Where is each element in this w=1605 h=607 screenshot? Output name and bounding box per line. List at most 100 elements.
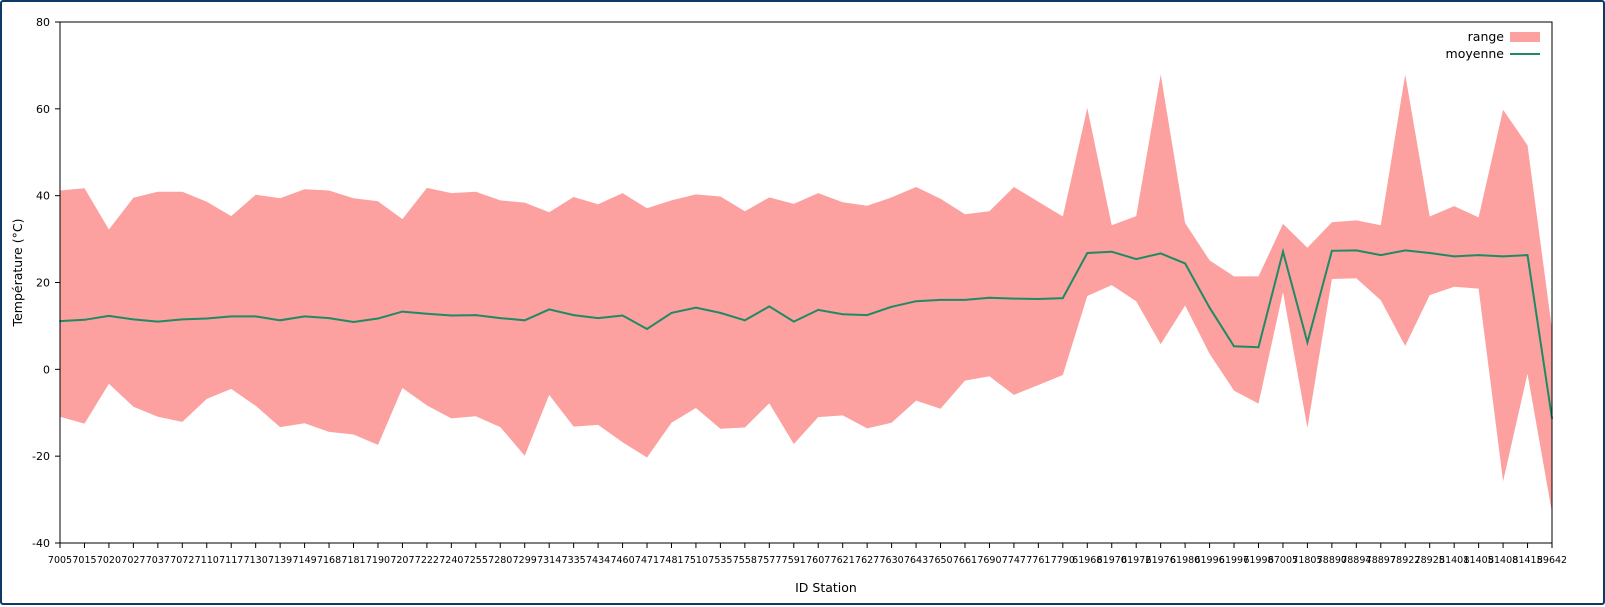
moyenne-point — [1061, 297, 1064, 300]
moyenne-point — [1453, 255, 1456, 258]
x-tick-label: 7037 — [146, 555, 170, 566]
legend-label-moyenne: moyenne — [1446, 46, 1505, 61]
x-tick-label: 78922 — [1390, 555, 1420, 566]
x-tick-label: 61968 — [1072, 555, 1102, 566]
moyenne-point — [1159, 252, 1162, 255]
x-tick-label: 7027 — [121, 555, 145, 566]
x-tick-label: 61997 — [1219, 555, 1249, 566]
y-tick-label: 0 — [43, 363, 50, 376]
x-tick-label: 7222 — [415, 555, 439, 566]
x-tick-label: 7481 — [659, 555, 683, 566]
moyenne-point — [743, 319, 746, 322]
moyenne-point — [1428, 252, 1431, 254]
x-tick-label: 7690 — [977, 555, 1001, 566]
x-tick-label: 7643 — [904, 555, 928, 566]
moyenne-point — [1502, 255, 1504, 258]
x-tick-label: 7535 — [708, 555, 732, 566]
x-axis-title: ID Station — [795, 580, 857, 595]
moyenne-point — [1013, 297, 1015, 300]
moyenne-point — [768, 305, 771, 308]
x-tick-label: 78894 — [1341, 555, 1371, 566]
moyenne-point — [1404, 249, 1407, 252]
x-tick-label: 61972 — [1121, 555, 1151, 566]
x-tick-label: 7190 — [366, 555, 390, 566]
x-tick-label: 7240 — [439, 555, 463, 566]
moyenne-point — [279, 319, 282, 322]
moyenne-point — [328, 317, 330, 320]
moyenne-point — [597, 317, 599, 320]
moyenne-point — [303, 315, 306, 318]
moyenne-point — [792, 320, 795, 323]
x-tick-label: 7661 — [953, 555, 977, 566]
moyenne-point — [964, 298, 966, 301]
x-tick-label: 7627 — [855, 555, 879, 566]
x-tick-label: 7020 — [97, 555, 121, 566]
moyenne-point — [695, 306, 697, 309]
x-tick-label: 67005 — [1268, 555, 1298, 566]
moyenne-point — [401, 310, 404, 313]
y-tick-label: 40 — [36, 190, 50, 203]
x-tick-label: 7149 — [292, 555, 316, 566]
x-tick-label: 81401 — [1439, 555, 1469, 566]
x-tick-label: 78890 — [1317, 555, 1347, 566]
moyenne-point — [156, 320, 159, 323]
x-tick-label: 81408 — [1488, 555, 1518, 566]
moyenne-point — [450, 314, 453, 317]
moyenne-point — [523, 319, 526, 322]
moyenne-point — [890, 305, 893, 308]
moyenne-point — [1110, 250, 1113, 253]
moyenne-point — [1330, 249, 1333, 252]
moyenne-point — [352, 321, 355, 323]
legend-label-range: range — [1468, 29, 1505, 44]
y-axis-title: Température (°C) — [10, 219, 25, 328]
x-tick-label: 7139 — [268, 555, 292, 566]
x-tick-label: 81405 — [1464, 555, 1494, 566]
x-tick-label: 7015 — [72, 555, 96, 566]
moyenne-point — [1086, 252, 1089, 254]
moyenne-point — [1184, 262, 1187, 265]
x-tick-label: 7117 — [219, 555, 243, 566]
moyenne-point — [230, 315, 233, 318]
moyenne-point — [939, 298, 942, 301]
x-tick-label: 7181 — [341, 555, 365, 566]
moyenne-point — [646, 328, 648, 330]
moyenne-point — [1282, 250, 1284, 253]
x-tick-label: 7434 — [586, 555, 610, 566]
y-tick-label: -40 — [32, 537, 50, 550]
x-tick-label: 7790 — [1051, 555, 1075, 566]
moyenne-point — [866, 314, 869, 316]
moyenne-point — [988, 296, 991, 299]
moyenne-point — [132, 318, 135, 321]
y-tick-label: 60 — [36, 103, 50, 116]
moyenne-point — [1257, 346, 1260, 349]
moyenne-point — [1526, 254, 1529, 257]
moyenne-point — [474, 314, 477, 316]
x-tick-label: 7207 — [390, 555, 414, 566]
x-tick-label: 7280 — [488, 555, 512, 566]
moyenne-point — [254, 315, 257, 318]
x-tick-label: 7747 — [1002, 555, 1026, 566]
x-tick-label: 7577 — [757, 555, 781, 566]
x-tick-label: 7471 — [635, 555, 659, 566]
moyenne-line — [59, 247, 1553, 419]
x-tick-label: 7335 — [562, 555, 586, 566]
moyenne-point — [841, 313, 844, 316]
legend-swatch-range — [1510, 32, 1540, 42]
moyenne-point — [1379, 254, 1382, 257]
x-tick-label: 61998 — [1243, 555, 1273, 566]
x-tick-label: 7630 — [880, 555, 904, 566]
moyenne-point — [83, 318, 86, 321]
moyenne-point — [499, 317, 502, 320]
moyenne-point — [621, 314, 624, 317]
x-tick-label: 89642 — [1537, 555, 1567, 566]
x-tick-label: 7761 — [1026, 555, 1050, 566]
y-tick-label: -20 — [32, 450, 50, 463]
x-tick-label: 7130 — [244, 555, 268, 566]
x-tick-label: 7110 — [195, 555, 219, 566]
y-tick-label: 20 — [36, 277, 50, 290]
moyenne-point — [719, 311, 722, 314]
moyenne-point — [1233, 345, 1235, 348]
x-tick-label: 61980 — [1170, 555, 1200, 566]
moyenne-point — [572, 314, 575, 316]
